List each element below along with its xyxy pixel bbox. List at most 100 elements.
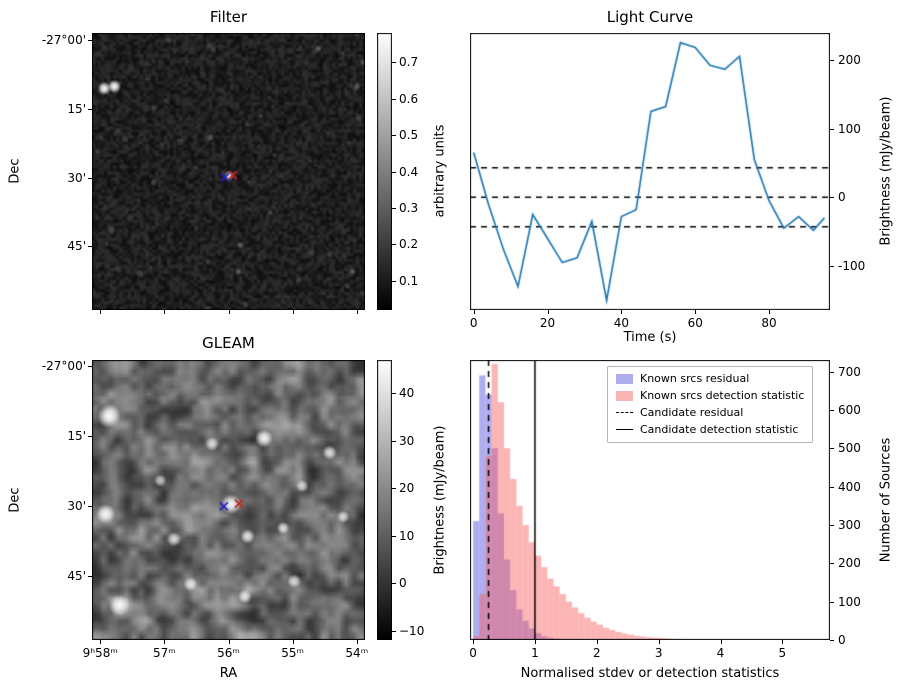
- filter-cb-tick-mark: [392, 62, 396, 64]
- gleam-colorbar: [377, 360, 392, 640]
- hist-y-tick-label: 400: [838, 479, 861, 494]
- legend-dashed-line-icon: [616, 412, 633, 413]
- hist-y-tick-mark: [830, 640, 834, 641]
- filter-dec-tick-mark: [88, 108, 92, 110]
- gleam-cb-tick-mark: [392, 630, 396, 632]
- hist-x-tick-label: 4: [716, 646, 725, 660]
- hist-x-tick-label: 3: [654, 646, 663, 660]
- filter-ra-tick-mark: [100, 310, 102, 314]
- light-curve-plot: [470, 33, 830, 310]
- histogram-ylabel: Number of Sources: [878, 437, 894, 563]
- filter-cb-tick-mark: [392, 280, 396, 282]
- lc-x-tick-mark: [695, 310, 697, 314]
- hist-y-tick-label: 0: [838, 633, 846, 647]
- lc-y-tick-label: 0: [838, 190, 846, 205]
- gleam-ra-tick-mark: [164, 640, 166, 644]
- gleam-dec-tick-label: 15': [67, 428, 86, 443]
- lc-x-tick-label: 20: [539, 316, 556, 330]
- gleam-dec-tick-mark: [88, 365, 92, 367]
- filter-colorbar: [377, 33, 392, 310]
- hist-y-tick-mark: [830, 601, 834, 603]
- filter-cb-tick-mark: [392, 207, 396, 209]
- gleam-ra-tick-mark: [228, 640, 230, 644]
- filter-cb-tick-label: 0.6: [399, 91, 419, 106]
- filter-image: [92, 33, 365, 310]
- hist-x-tick-mark: [658, 640, 660, 644]
- gleam-cb-tick-label: −10: [399, 623, 425, 638]
- filter-ra-tick-mark: [228, 310, 230, 314]
- legend-swatch-residual: [616, 373, 633, 384]
- filter-title: Filter: [209, 8, 248, 26]
- gleam-ra-tick-label: 56ᵐ: [217, 646, 240, 660]
- light-curve-xlabel: Time (s): [623, 330, 677, 345]
- gleam-cb-tick-mark: [392, 535, 396, 537]
- filter-dec-tick-label: 30': [67, 170, 86, 185]
- legend-entry-candidate-detection: Candidate detection statistic: [616, 423, 804, 436]
- lc-x-tick-label: 40: [613, 316, 630, 330]
- gleam-cb-tick-label: 10: [399, 528, 415, 543]
- hist-y-tick-mark: [830, 524, 834, 526]
- filter-colorbar-label: arbitrary units: [432, 124, 448, 218]
- lc-y-tick-mark: [830, 128, 834, 130]
- gleam-ra-tick-mark: [292, 640, 294, 644]
- gleam-dec-tick-label: -27°00': [41, 358, 86, 373]
- hist-y-tick-mark: [830, 486, 834, 488]
- filter-cb-tick-label: 0.3: [399, 200, 419, 215]
- gleam-dec-tick-mark: [88, 505, 92, 507]
- hist-y-tick-label: 600: [838, 402, 861, 417]
- hist-y-tick-label: 300: [838, 517, 861, 532]
- gleam-dec-tick-mark: [88, 435, 92, 437]
- filter-cb-tick-mark: [392, 135, 396, 137]
- histogram-legend: Known srcs residual Known srcs detection…: [607, 366, 814, 443]
- gleam-ra-tick-label: 55ᵐ: [281, 646, 305, 660]
- filter-dec-tick-mark: [88, 39, 92, 41]
- hist-x-tick-label: 1: [531, 646, 539, 660]
- legend-label-detection: Known srcs detection statistic: [640, 389, 805, 402]
- filter-dec-tick-mark: [88, 177, 92, 179]
- hist-x-tick-mark: [534, 640, 536, 644]
- lc-y-tick-label: -100: [838, 259, 866, 273]
- filter-cb-tick-mark: [392, 171, 396, 173]
- filter-dec-tick-label: -27°00': [41, 32, 86, 47]
- lc-y-tick-label: 100: [838, 121, 861, 136]
- filter-cb-tick-mark: [392, 244, 396, 246]
- light-curve-title: Light Curve: [606, 8, 694, 26]
- filter-ra-tick-mark: [292, 310, 294, 314]
- gleam-cb-tick-mark: [392, 393, 396, 395]
- gleam-cb-tick-label: 30: [399, 433, 415, 448]
- lc-x-tick-mark: [547, 310, 549, 314]
- filter-dec-tick-label: 45': [67, 239, 86, 254]
- hist-y-tick-mark: [830, 371, 834, 373]
- hist-y-tick-label: 700: [838, 364, 861, 379]
- gleam-ra-tick-label: 9ʰ58ᵐ: [82, 646, 118, 660]
- gleam-dec-tick-label: 30': [67, 498, 86, 513]
- gleam-dec-tick-mark: [88, 575, 92, 577]
- hist-x-tick-mark: [720, 640, 722, 644]
- legend-entry-detection: Known srcs detection statistic: [616, 389, 804, 402]
- hist-y-tick-label: 500: [838, 441, 861, 456]
- hist-y-tick-label: 200: [838, 556, 861, 571]
- hist-x-tick-mark: [473, 640, 475, 644]
- hist-x-tick-mark: [782, 640, 784, 644]
- light-curve-ylabel: Brightness (mJy/beam): [878, 96, 894, 246]
- legend-label-candidate-detection: Candidate detection statistic: [640, 423, 799, 436]
- gleam-cb-tick-label: 20: [399, 481, 415, 496]
- lc-x-tick-label: 80: [761, 316, 777, 330]
- filter-cb-tick-mark: [392, 98, 396, 100]
- filter-cb-tick-label: 0.4: [399, 164, 419, 179]
- legend-label-residual: Known srcs residual: [640, 372, 750, 385]
- lc-y-tick-mark: [830, 197, 834, 199]
- filter-ra-tick-mark: [356, 310, 358, 314]
- gleam-colorbar-label: Brightness (mJy/beam): [432, 425, 448, 575]
- filter-cb-tick-label: 0.7: [399, 55, 419, 70]
- legend-entry-candidate-residual: Candidate residual: [616, 406, 804, 419]
- legend-label-candidate-residual: Candidate residual: [640, 406, 744, 419]
- hist-x-tick-label: 0: [469, 646, 477, 660]
- gleam-ra-tick-mark: [100, 640, 102, 644]
- gleam-cb-tick-mark: [392, 583, 396, 585]
- gleam-title: GLEAM: [202, 334, 255, 352]
- gleam-image: [92, 360, 365, 640]
- lc-y-tick-mark: [830, 59, 834, 61]
- hist-x-tick-mark: [596, 640, 598, 644]
